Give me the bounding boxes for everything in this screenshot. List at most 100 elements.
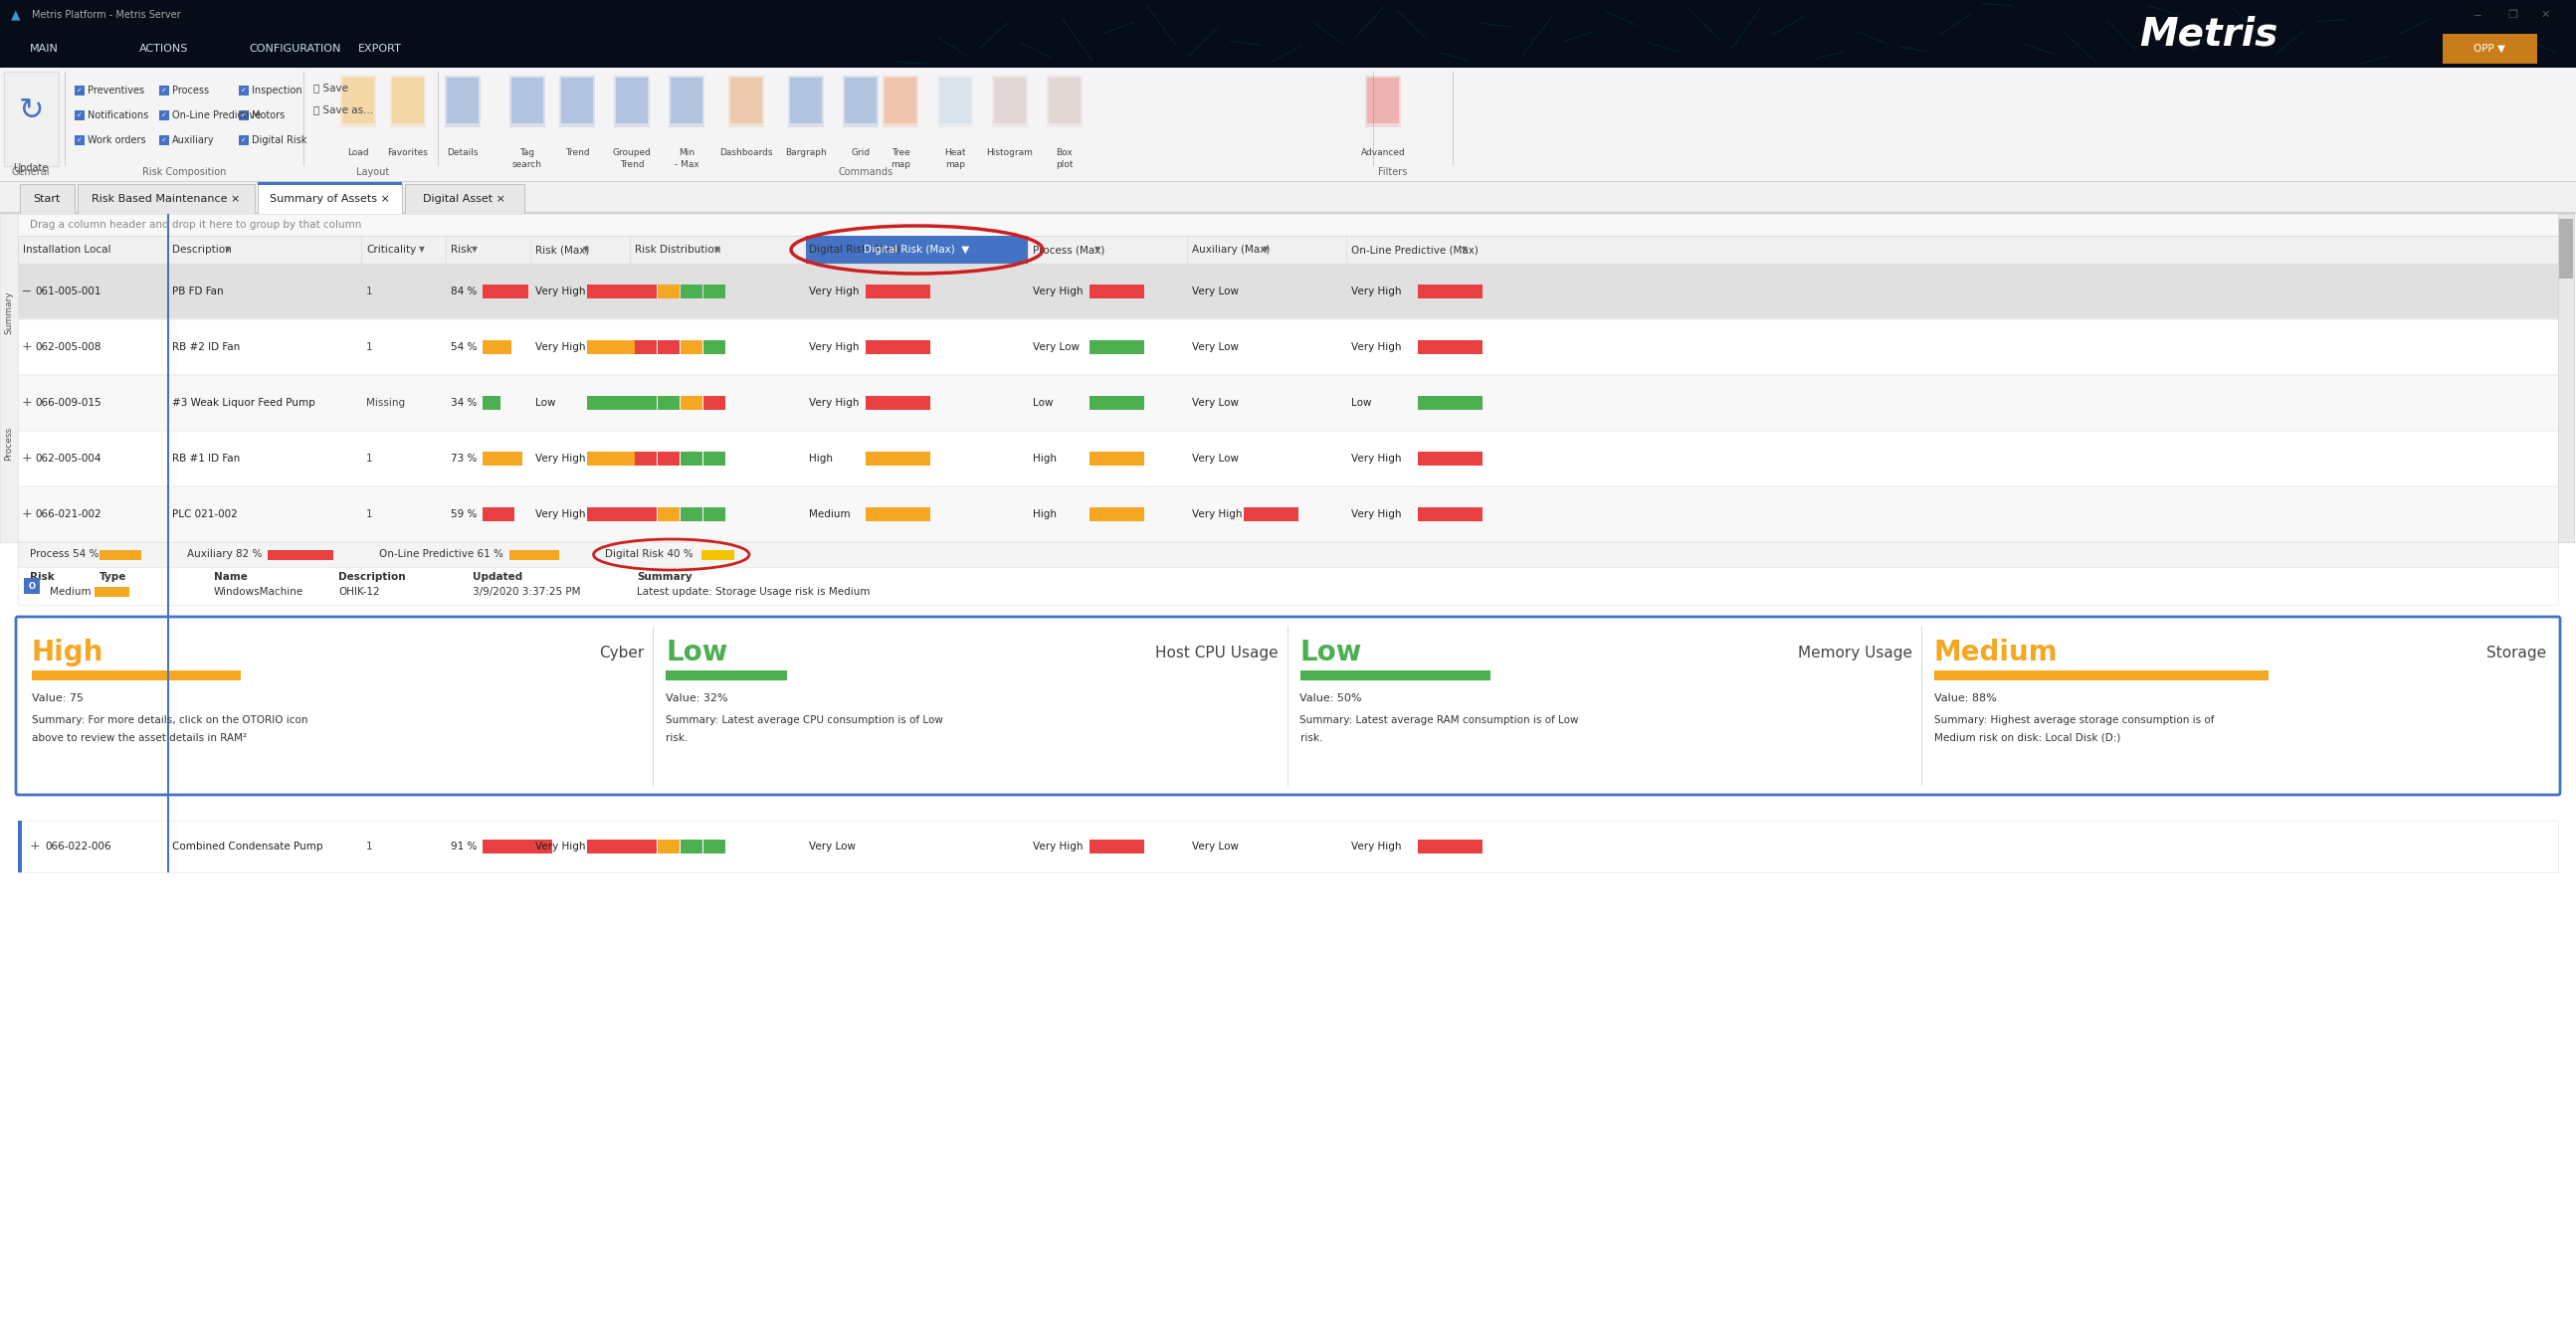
Bar: [559, 76, 595, 128]
Text: Very Low: Very Low: [1033, 342, 1079, 352]
Text: Summary: Summary: [636, 572, 693, 583]
Bar: [791, 77, 822, 124]
Text: ✓: ✓: [162, 113, 167, 118]
Bar: [1090, 452, 1144, 466]
Bar: [510, 76, 546, 128]
Text: MAIN: MAIN: [31, 44, 59, 53]
Text: Auxiliary (Max): Auxiliary (Max): [1193, 245, 1270, 254]
Text: Start: Start: [33, 194, 62, 203]
Bar: [1417, 452, 1484, 466]
Text: Digital Risk (Max)  ▼: Digital Risk (Max) ▼: [863, 245, 969, 254]
Text: 066-009-015: 066-009-015: [36, 398, 100, 408]
Bar: [95, 587, 129, 597]
Text: +: +: [21, 508, 33, 521]
Bar: [657, 507, 680, 521]
Bar: [1090, 396, 1144, 410]
Text: ✓: ✓: [162, 137, 167, 144]
Text: #3 Weak Liquor Feed Pump: #3 Weak Liquor Feed Pump: [173, 398, 314, 408]
Text: Very High: Very High: [1352, 842, 1401, 851]
Text: Metris Platform - Metris Server: Metris Platform - Metris Server: [31, 9, 180, 20]
Bar: [482, 396, 500, 410]
Bar: [703, 452, 726, 466]
Bar: [240, 110, 250, 121]
Text: OPP ▼: OPP ▼: [2473, 44, 2506, 53]
Text: Heat: Heat: [945, 148, 966, 157]
Text: Very High: Very High: [536, 286, 585, 297]
Text: 73 %: 73 %: [451, 454, 477, 464]
Bar: [634, 839, 657, 854]
Bar: [0, 0, 2576, 68]
Bar: [0, 182, 2576, 214]
Text: PB FD Fan: PB FD Fan: [173, 286, 224, 297]
Text: Digital Risk 40 %: Digital Risk 40 %: [605, 549, 693, 560]
Text: 💾 Save: 💾 Save: [314, 82, 348, 93]
Text: ▼: ▼: [471, 245, 477, 254]
Bar: [616, 77, 647, 124]
Text: Latest update: Storage Usage risk is Medium: Latest update: Storage Usage risk is Med…: [636, 587, 871, 597]
Text: Process: Process: [173, 85, 209, 96]
Bar: [1368, 77, 1399, 124]
Bar: [587, 340, 657, 354]
Bar: [884, 77, 917, 124]
Text: Summary: Highest average storage consumption is of: Summary: Highest average storage consump…: [1935, 716, 2215, 725]
Text: Description: Description: [173, 245, 232, 254]
Bar: [1046, 76, 1082, 128]
Bar: [940, 77, 971, 124]
Bar: [2442, 33, 2537, 64]
Bar: [703, 507, 726, 521]
Bar: [75, 136, 85, 145]
Bar: [703, 396, 726, 410]
Text: Very High: Very High: [1352, 286, 1401, 297]
Text: High: High: [31, 638, 103, 666]
Text: ✓: ✓: [240, 88, 247, 93]
Bar: [513, 77, 544, 124]
Text: ▲: ▲: [10, 8, 21, 21]
Text: On-Line Predictive 61 %: On-Line Predictive 61 %: [379, 549, 502, 560]
Bar: [100, 549, 142, 560]
Bar: [994, 77, 1025, 124]
Text: Very Low: Very Low: [1193, 398, 1239, 408]
Bar: [1301, 670, 1489, 681]
Text: Motors: Motors: [252, 110, 286, 121]
Bar: [0, 68, 2576, 182]
Bar: [18, 821, 2558, 872]
Bar: [258, 182, 402, 185]
Text: Cyber: Cyber: [600, 645, 644, 660]
Text: Box: Box: [1056, 148, 1074, 157]
Text: Risk Composition: Risk Composition: [142, 168, 227, 177]
Text: Summary: For more details, click on the OTORIO icon: Summary: For more details, click on the …: [31, 716, 309, 725]
Text: ✓: ✓: [77, 88, 82, 93]
Text: Filters: Filters: [1378, 168, 1406, 177]
Bar: [2558, 214, 2573, 543]
Text: +: +: [21, 452, 33, 466]
Text: Low: Low: [1033, 398, 1054, 408]
Text: Very Low: Very Low: [809, 842, 855, 851]
Text: Risk Distribution: Risk Distribution: [634, 245, 721, 254]
Text: Auxiliary: Auxiliary: [173, 136, 214, 145]
Text: ✓: ✓: [77, 113, 82, 118]
Text: 062-005-008: 062-005-008: [36, 342, 100, 352]
Text: Very Low: Very Low: [1193, 342, 1239, 352]
Bar: [992, 76, 1028, 128]
Text: Summary: Summary: [5, 291, 13, 334]
Text: ▼: ▼: [714, 245, 719, 254]
Bar: [680, 340, 703, 354]
Text: On-Line Predictive (Max): On-Line Predictive (Max): [1352, 245, 1479, 254]
Text: Very High: Very High: [1193, 509, 1242, 519]
Text: Process 54 %: Process 54 %: [31, 549, 98, 560]
Bar: [18, 543, 2558, 567]
Bar: [657, 285, 680, 298]
Text: 066-022-006: 066-022-006: [44, 842, 111, 851]
Text: Digital Risk: Digital Risk: [252, 136, 307, 145]
Text: Very High: Very High: [536, 342, 585, 352]
Bar: [562, 77, 592, 124]
Bar: [670, 77, 703, 124]
Text: 59 %: 59 %: [451, 509, 477, 519]
Text: PLC 021-002: PLC 021-002: [173, 509, 237, 519]
Text: Very Low: Very Low: [1193, 454, 1239, 464]
Text: 061-005-001: 061-005-001: [36, 286, 100, 297]
Bar: [657, 839, 680, 854]
Text: risk.: risk.: [665, 733, 688, 743]
Bar: [866, 340, 930, 354]
Bar: [634, 396, 657, 410]
